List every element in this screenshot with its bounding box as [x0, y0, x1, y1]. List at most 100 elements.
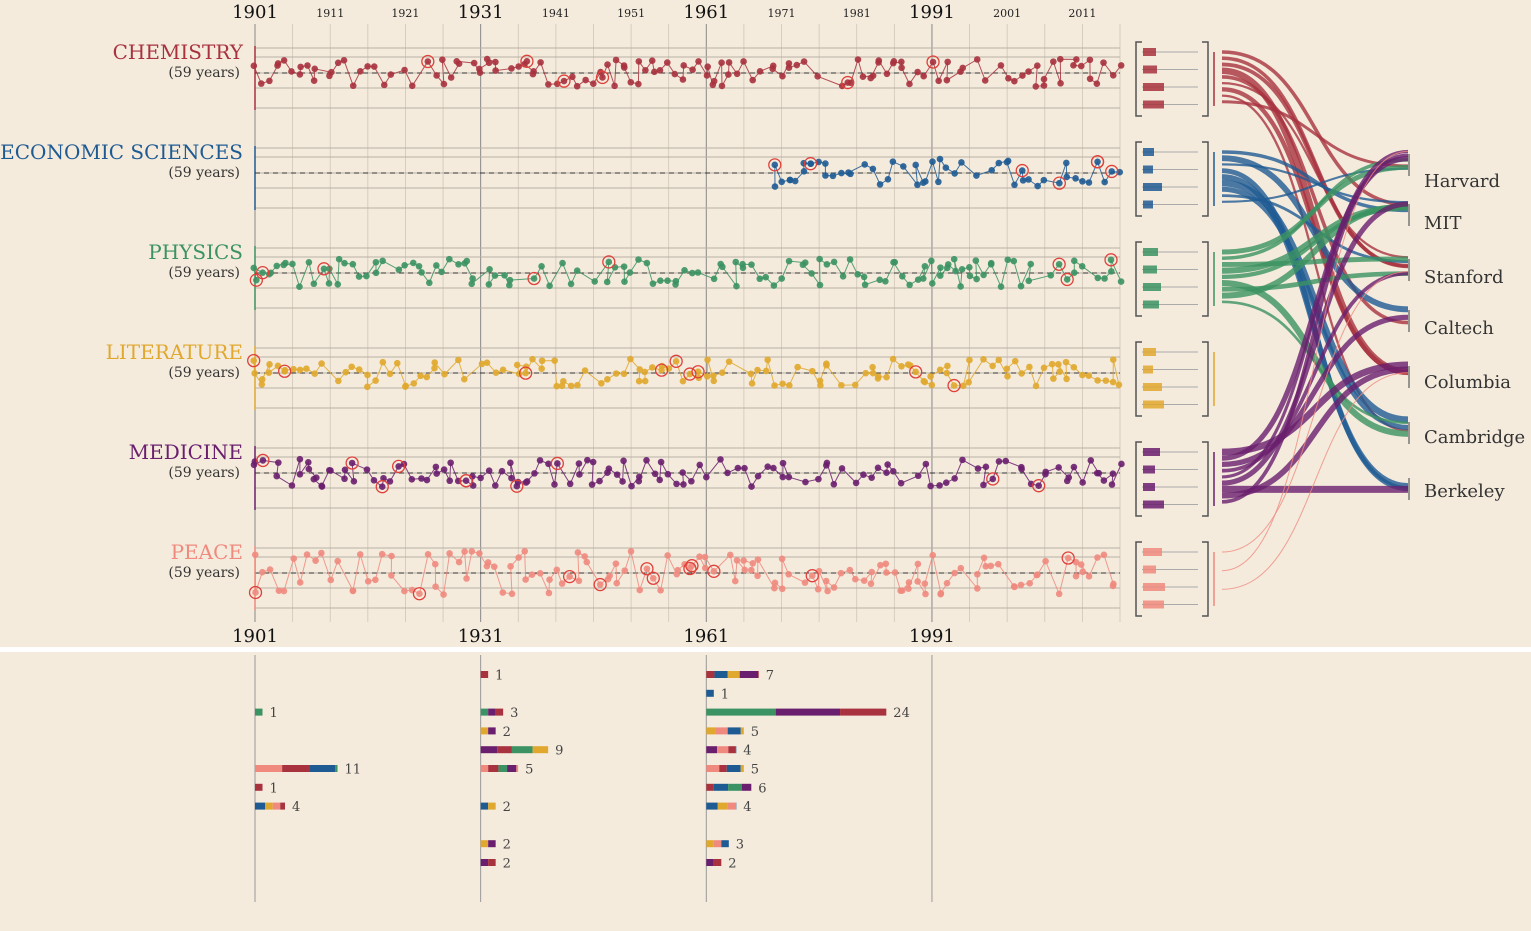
- laureate-dot: [440, 80, 448, 88]
- highlight-ring: [412, 587, 427, 601]
- laureate-dot: [656, 67, 664, 74]
- laureate-dot: [620, 370, 628, 378]
- laureate-dot: [370, 476, 378, 484]
- distribution-bracket: [1135, 41, 1215, 117]
- laureate-dot: [672, 358, 680, 365]
- laureate-dot: [522, 479, 530, 486]
- laureate-dot: [289, 260, 296, 268]
- laureate-dot: [754, 572, 761, 580]
- laureate-dot: [581, 367, 589, 374]
- laureate-dot: [822, 172, 829, 179]
- category-years: (59 years): [168, 165, 240, 181]
- institution-flow: [1221, 50, 1409, 207]
- laureate-dot: [305, 258, 313, 266]
- highlight-ring: [510, 479, 524, 493]
- laureate-dot: [937, 264, 944, 271]
- bar-value-label: 4: [743, 800, 751, 815]
- laureate-dot: [928, 257, 935, 265]
- highlight-ring: [1052, 176, 1066, 190]
- laureate-dot: [483, 55, 491, 63]
- laureate-dot: [559, 259, 566, 267]
- category-years: (59 years): [168, 365, 240, 381]
- year-tick-label: 2001: [993, 7, 1021, 20]
- laureate-dot: [754, 556, 762, 563]
- laureate-dot: [1025, 277, 1033, 285]
- laureate-dot: [334, 557, 342, 565]
- laureate-dot: [733, 557, 741, 564]
- laureate-dot: [689, 66, 696, 74]
- laureate-dot: [966, 272, 974, 280]
- bar-value-label: 5: [751, 725, 759, 740]
- laureate-dot: [491, 482, 499, 489]
- laureate-dot: [1117, 62, 1125, 69]
- category-row: LITERATURE(59 years): [106, 340, 1123, 410]
- laureate-dot: [1100, 551, 1108, 559]
- laureate-dot: [341, 466, 349, 474]
- laureate-dot: [417, 372, 424, 380]
- laureate-dot: [724, 469, 731, 477]
- laureate-dot: [453, 57, 460, 65]
- laureate-dot: [802, 478, 809, 486]
- stacked-bar-segment: [488, 859, 496, 866]
- laureate-dot: [875, 373, 882, 380]
- category-name: PEACE: [171, 540, 243, 564]
- laureate-dot: [882, 277, 889, 285]
- laureate-dot: [839, 272, 847, 280]
- laureate-dot: [388, 572, 395, 579]
- laureate-dot: [296, 366, 304, 374]
- laureate-dot: [455, 356, 462, 364]
- laureate-dot: [604, 61, 611, 68]
- laureate-dot: [824, 587, 831, 595]
- laureate-dot: [823, 459, 831, 467]
- laureate-dot: [573, 82, 581, 90]
- laureate-dot: [538, 357, 546, 365]
- institution-flow: [1221, 366, 1409, 499]
- laureate-dot: [733, 70, 741, 78]
- laureate-dot: [914, 560, 922, 568]
- laureate-dot: [378, 483, 386, 490]
- laureate-dot: [408, 476, 416, 483]
- laureate-dot: [741, 566, 749, 574]
- laureate-dot: [748, 380, 756, 387]
- bracket-right: [1202, 141, 1209, 217]
- laureate-dot: [876, 181, 884, 188]
- laureate-dot: [756, 68, 764, 75]
- laureate-dot: [492, 58, 499, 66]
- laureate-dot: [439, 56, 446, 63]
- laureate-dot: [951, 170, 958, 177]
- bar-value-label: 6: [758, 781, 766, 796]
- laureate-dot: [462, 477, 470, 485]
- laureate-dot: [694, 269, 702, 276]
- stacked-bar-segment: [741, 783, 752, 791]
- laureate-dot: [921, 262, 929, 270]
- laureate-dot: [250, 461, 258, 469]
- laureate-dot: [950, 255, 958, 263]
- highlight-ring: [685, 559, 699, 573]
- laureate-dot: [989, 362, 996, 370]
- laureate-dot: [929, 58, 937, 66]
- bar-value-label: 4: [743, 744, 751, 759]
- stacked-bar-segment: [516, 765, 519, 772]
- laureate-dot: [785, 571, 792, 578]
- laureate-dot: [621, 567, 629, 574]
- laureate-dot: [266, 566, 274, 573]
- laureate-dot: [785, 257, 793, 265]
- bar-value-label: 2: [503, 725, 511, 740]
- laureate-dot: [800, 168, 808, 175]
- institution-flow: [1221, 163, 1409, 204]
- laureate-dot: [418, 269, 425, 276]
- laureate-dot: [681, 267, 688, 274]
- laureate-dot: [507, 459, 514, 467]
- laureate-dot: [800, 58, 808, 65]
- laureate-dot: [596, 581, 604, 588]
- laureate-dot: [1079, 371, 1086, 379]
- laureate-dot: [1109, 72, 1117, 79]
- laureate-dot: [838, 381, 845, 389]
- institution-flow: [1221, 372, 1409, 590]
- year-tick-label: 1951: [617, 7, 645, 20]
- laureate-dot: [423, 373, 431, 381]
- laureate-dot: [280, 57, 288, 64]
- laureate-dot: [785, 64, 793, 71]
- laureate-dot: [349, 587, 357, 595]
- laureate-dot: [1072, 572, 1080, 580]
